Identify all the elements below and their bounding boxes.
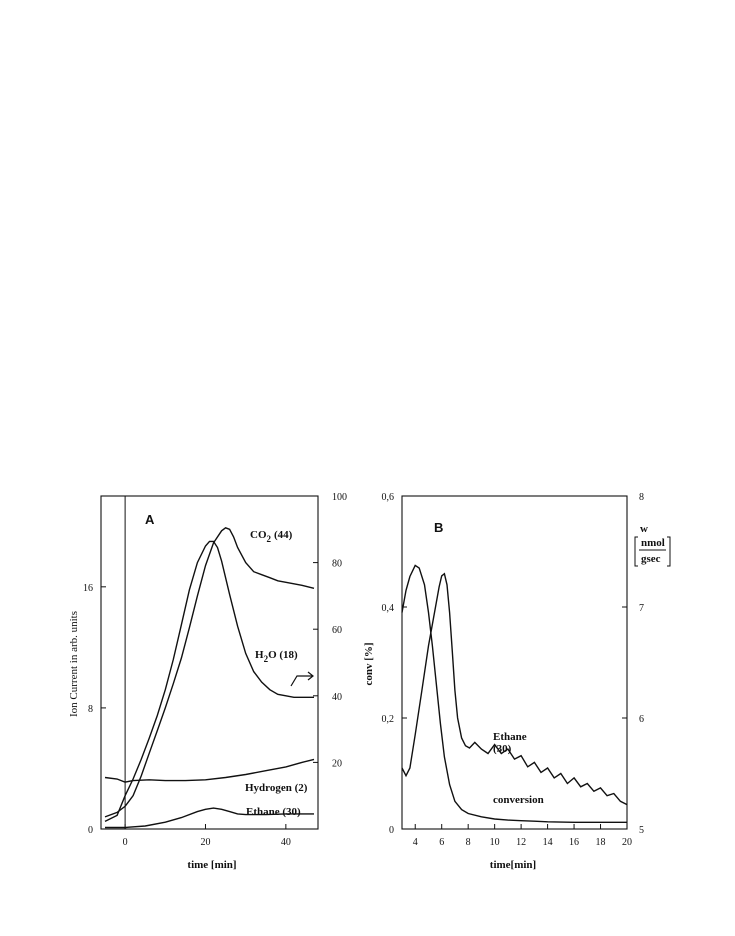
panel-b-x-tick-label: 10 (490, 837, 500, 848)
panel-b-frame (401, 495, 628, 830)
panel-b-x-axis-label: time[min] (490, 859, 536, 871)
panel-b-label: B (434, 520, 443, 535)
panel-b-x-tick-label: 14 (543, 837, 553, 848)
panel-a: A time [min] Ion Current in arb. units C… (68, 492, 347, 871)
panel-b-y2-tick-label: 7 (639, 603, 644, 614)
panel-b-x-tick-label: 20 (622, 837, 632, 848)
ethane-series-label-b: Ethane (493, 731, 527, 743)
panel-a-y-tick-label: 16 (83, 583, 93, 594)
panel-a-x-tick-label: 20 (200, 837, 210, 848)
w-unit-label: w (640, 523, 648, 535)
panel-a-y2-tick-label: 40 (332, 692, 342, 703)
panel-b-y-tick-label: 0 (389, 825, 394, 836)
panel-b-y-tick-label: 0,2 (382, 714, 395, 725)
panel-b-y2-tick-label: 5 (639, 825, 644, 836)
gsec-unit-label: gsec (641, 553, 661, 565)
nmol-unit-label: nmol (641, 537, 665, 549)
h2o-curve (104, 540, 314, 823)
panel-a-y2-tick-label: 60 (332, 625, 342, 636)
ethane-curve-b (401, 572, 628, 806)
ethane-curve-a (105, 807, 314, 829)
panel-b-x-tick-label: 16 (569, 837, 579, 848)
panel-b-y2-tick-label: 6 (639, 714, 644, 725)
panel-b-x-tick-label: 4 (413, 837, 418, 848)
panel-b-x-tick-label: 12 (516, 837, 526, 848)
panel-a-y2-tick-label: 20 (332, 758, 342, 769)
panel-a-y2-tick-label: 100 (332, 492, 347, 503)
panel-b: B time[min] conv [%] w nmol gsec Ethane … (363, 492, 671, 871)
conversion-curve (401, 564, 627, 823)
co2-curve (104, 527, 315, 818)
right-bracket (667, 536, 671, 567)
left-bracket (634, 536, 638, 567)
panel-a-y-axis-label: Ion Current in arb. units (68, 611, 80, 717)
co2-series-label: CO2 (44) (250, 529, 293, 544)
panel-b-x-tick-label: 8 (466, 837, 471, 848)
panel-a-x-tick-label: 0 (123, 837, 128, 848)
hydrogen-series-label: Hydrogen (2) (245, 782, 308, 794)
right-axis-arrow-icon (290, 671, 314, 687)
panel-a-label: A (145, 512, 155, 527)
panel-b-x-tick-label: 6 (439, 837, 444, 848)
panel-b-y2-tick-label: 8 (639, 492, 644, 503)
panel-a-y2-tick-label: 80 (332, 559, 342, 570)
panel-a-x-tick-label: 40 (281, 837, 291, 848)
h2o-series-label: H2O (18) (255, 649, 298, 664)
ethane-series-label-a: Ethane (30) (246, 806, 301, 818)
conversion-series-label: conversion (493, 794, 544, 806)
panel-b-y-tick-label: 0,6 (382, 492, 395, 503)
panel-b-y-tick-label: 0,4 (382, 603, 395, 614)
panel-b-right-axis-unit: w nmol gsec (634, 523, 671, 567)
panel-b-y-axis-label: conv [%] (363, 642, 375, 685)
panel-a-frame (100, 495, 319, 830)
panel-a-y-tick-label: 8 (88, 704, 93, 715)
ethane-series-label-b-mass: (30) (493, 743, 512, 755)
hydrogen-curve (104, 758, 315, 783)
panel-a-x-axis-label: time [min] (187, 859, 236, 871)
panel-b-x-tick-label: 18 (596, 837, 606, 848)
panel-a-y-tick-label: 0 (88, 825, 93, 836)
